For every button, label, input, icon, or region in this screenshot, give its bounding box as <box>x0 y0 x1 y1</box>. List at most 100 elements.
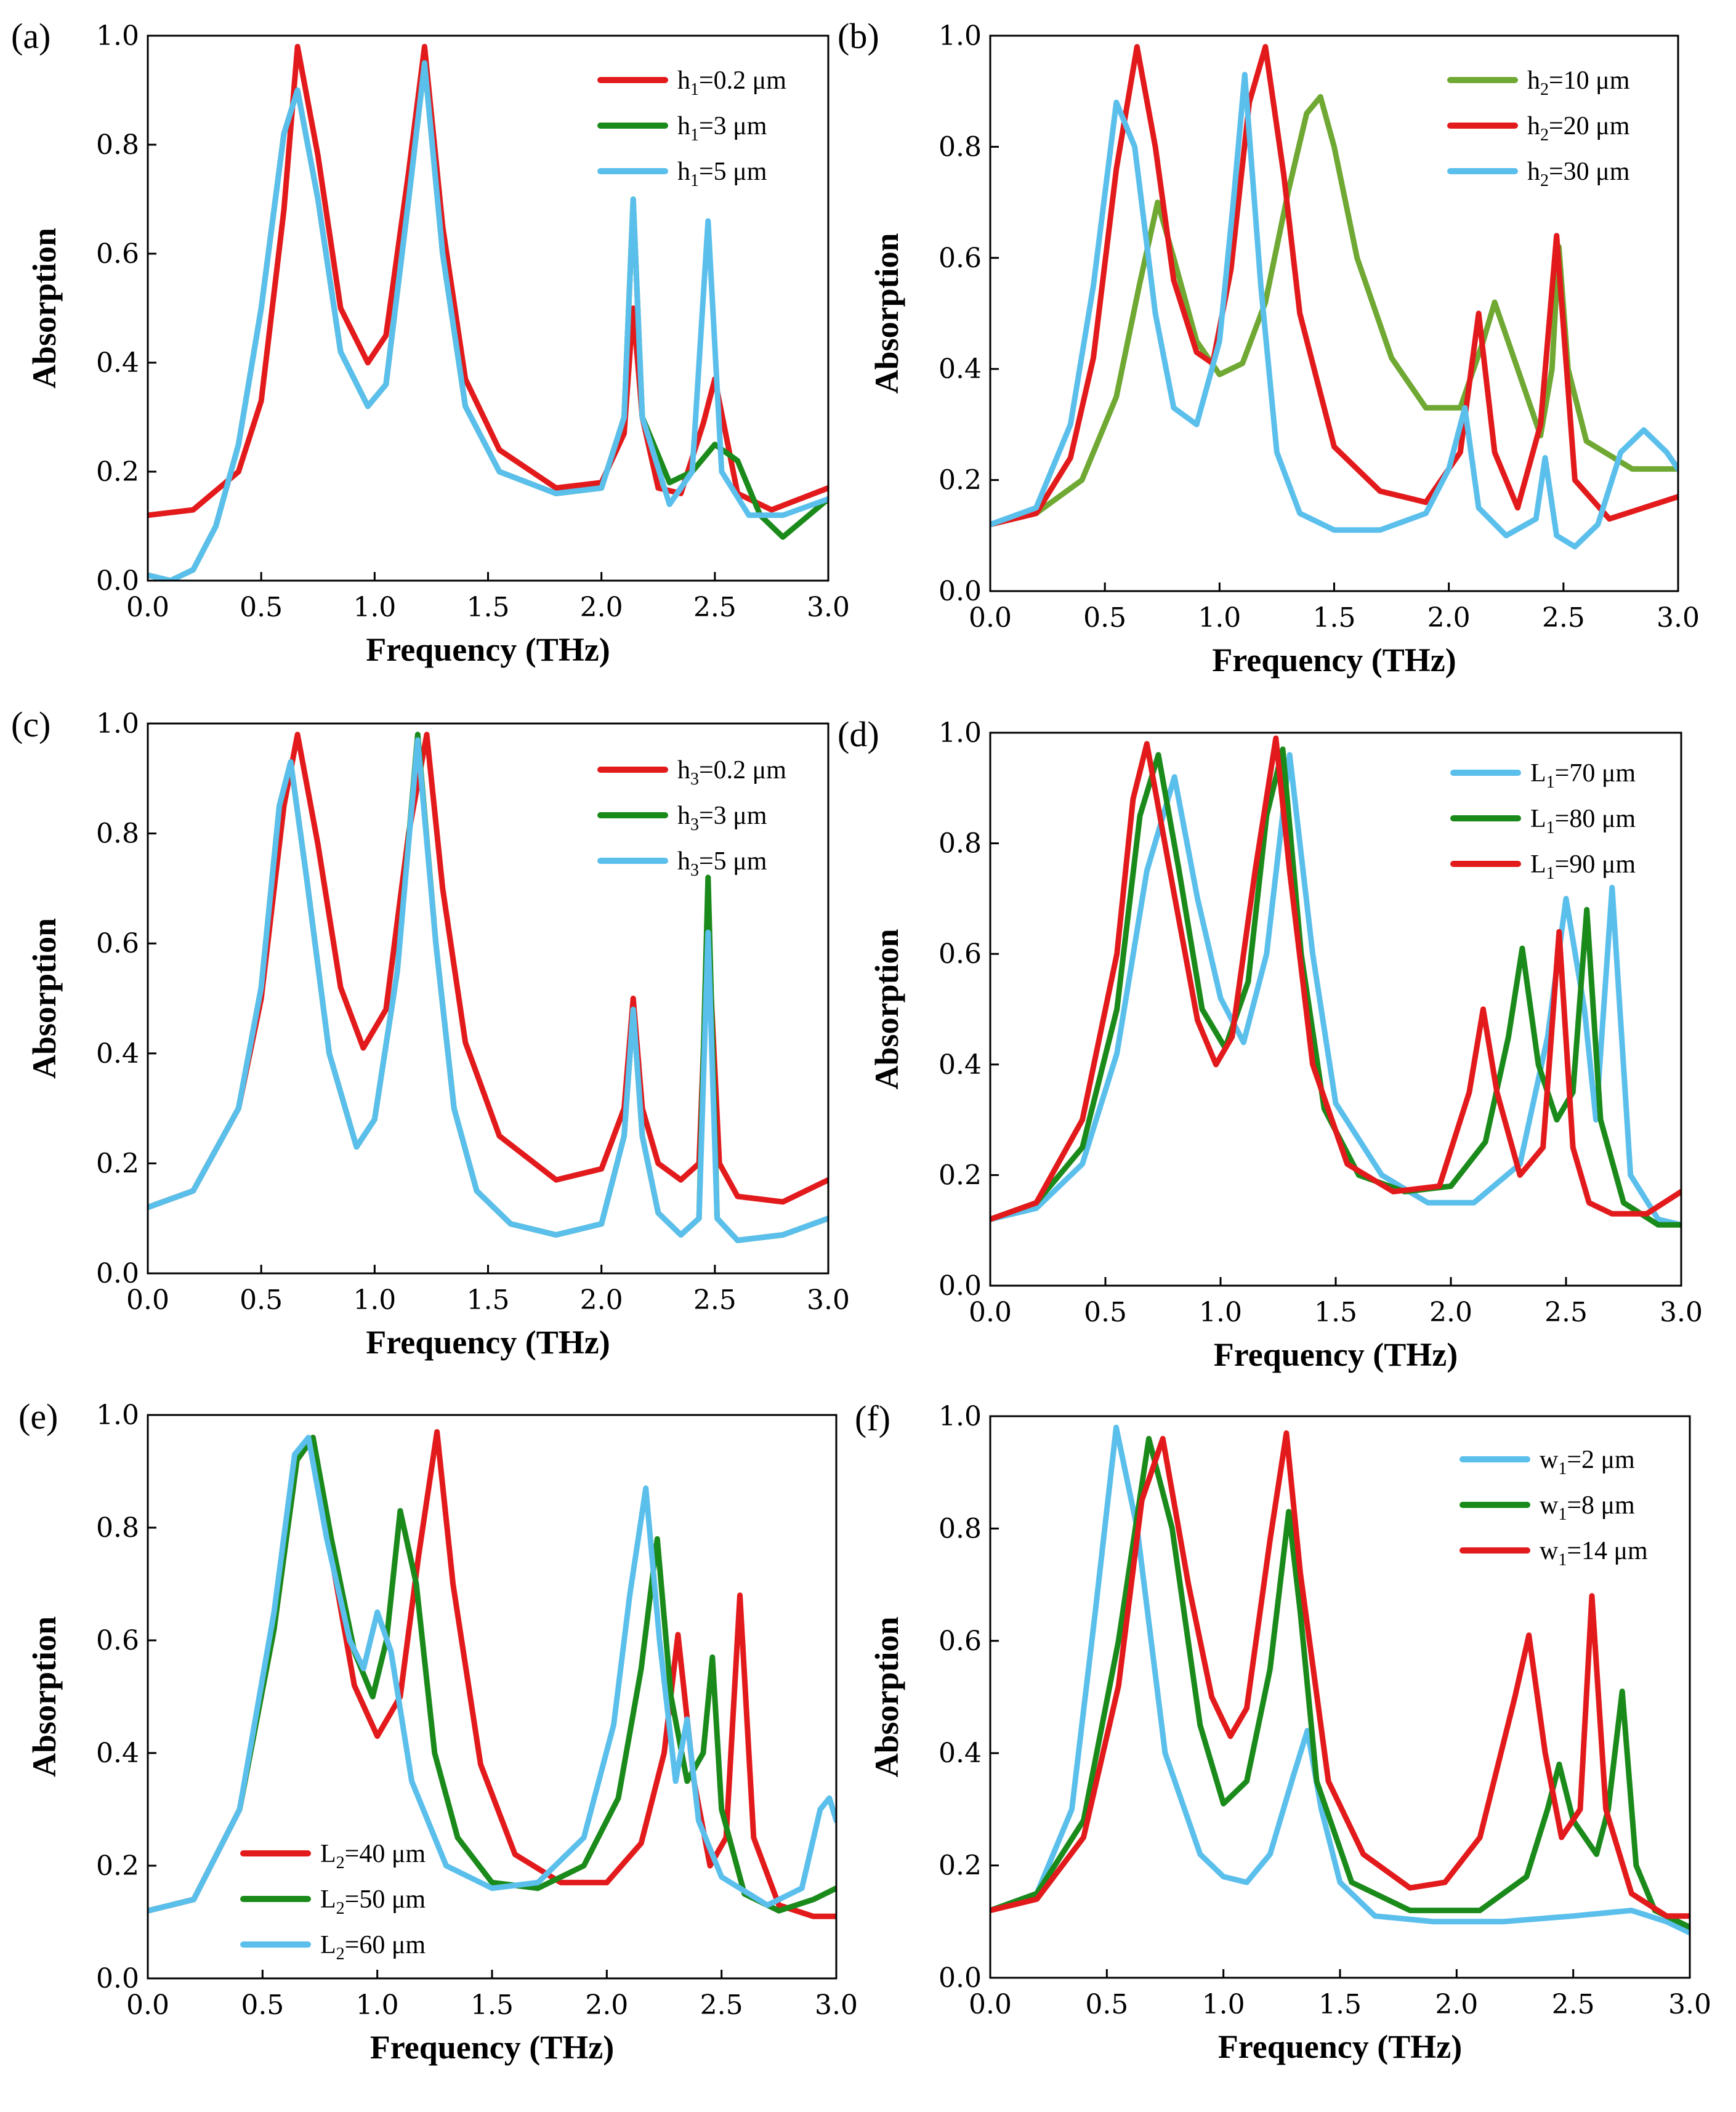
legend-entry: h3=0.2 μm <box>677 756 786 789</box>
x-tick-label: 2.5 <box>1552 1989 1595 2020</box>
y-axis-title: Absorption <box>868 1616 905 1777</box>
series-line-3 <box>990 1430 1690 1919</box>
x-tick-label: 2.5 <box>1544 1297 1588 1328</box>
y-axis-title: Absorption <box>868 929 905 1089</box>
y-tick-label: 1.0 <box>939 20 982 52</box>
y-tick-label: 0.0 <box>96 565 139 597</box>
y-tick-label: 0.8 <box>96 818 139 850</box>
x-tick-label: 3.0 <box>807 592 850 623</box>
x-tick-label: 1.0 <box>353 592 396 623</box>
series-line-2 <box>990 44 1678 528</box>
legend-entry: w1=14 μm <box>1540 1537 1648 1570</box>
panel-c: 0.0 0.5 1.0 1.5 2.0 2.5 3.0 0.0 0.2 0.4 0.6 0.8 1.0 F… <box>11 704 850 1361</box>
panel-label: (c) <box>11 704 50 744</box>
x-tick-label: 2.5 <box>693 592 737 623</box>
x-tick-label: 2.5 <box>693 1284 737 1316</box>
series-group <box>990 735 1681 1228</box>
panel-e: 0.0 0.5 1.0 1.5 2.0 2.5 3.0 0.0 0.2 0.4 0.6 0.8 1.0 F… <box>18 1397 858 2066</box>
legend-entry: L1=70 μm <box>1530 759 1636 792</box>
legend-entry: h3=3 μm <box>677 802 767 834</box>
legend-entry: h2=20 μm <box>1527 112 1630 145</box>
y-tick-label: 0.4 <box>939 1049 982 1081</box>
series-line-1 <box>990 1424 1690 1936</box>
x-tick-label: 0.5 <box>240 1284 283 1316</box>
y-tick-label: 1.0 <box>939 1401 982 1432</box>
x-tick-label: 0.0 <box>126 1284 169 1316</box>
x-tick-label: 0.5 <box>1083 602 1126 634</box>
panel-label: (b) <box>838 16 879 56</box>
x-tick-label: 1.0 <box>353 1284 396 1316</box>
y-axis-title: Absorption <box>26 1616 63 1777</box>
x-tick-label: 2.0 <box>1427 602 1471 634</box>
series-line-2 <box>148 60 828 581</box>
y-tick-label: 1.0 <box>96 20 139 52</box>
legend-entry: L2=40 μm <box>320 1840 426 1872</box>
y-tick-label: 0.0 <box>939 1962 982 1994</box>
x-tick-label: 3.0 <box>807 1284 850 1316</box>
x-axis-title: Frequency (THz) <box>1212 642 1456 679</box>
y-tick-label: 0.8 <box>939 828 982 860</box>
y-tick-label: 0.4 <box>939 1738 982 1769</box>
x-tick-label: 1.0 <box>1199 1297 1242 1328</box>
x-axis-title: Frequency (THz) <box>366 631 610 668</box>
x-tick-label: 2.0 <box>580 592 623 623</box>
y-tick-label: 0.2 <box>939 1159 982 1191</box>
panel-label: (d) <box>838 714 879 754</box>
legend-entry: w1=2 μm <box>1540 1446 1635 1478</box>
y-tick-label: 0.8 <box>96 129 139 161</box>
x-tick-label: 3.0 <box>1660 1297 1703 1328</box>
x-tick-label: 0.0 <box>126 1989 169 2021</box>
y-tick-label: 0.0 <box>96 1258 139 1289</box>
y-tick-label: 0.6 <box>939 243 982 274</box>
x-axis-title: Frequency (THz) <box>1214 1336 1458 1373</box>
y-tick-label: 1.0 <box>939 717 982 749</box>
panel-label: (a) <box>11 16 50 56</box>
series-line-3 <box>148 1435 836 1914</box>
y-tick-label: 0.2 <box>939 465 982 496</box>
x-tick-label: 3.0 <box>1657 602 1700 634</box>
y-tick-label: 1.0 <box>96 708 139 740</box>
y-tick-label: 0.8 <box>96 1512 139 1544</box>
series-line-1 <box>990 752 1681 1228</box>
y-tick-label: 0.4 <box>96 1738 139 1769</box>
x-tick-label: 1.5 <box>1313 602 1356 634</box>
x-tick-label: 0.0 <box>969 602 1012 634</box>
legend: h2=10 μm h2=20 μm h2=30 μm <box>1447 67 1630 190</box>
y-tick-label: 0.2 <box>96 456 139 488</box>
legend: h1=0.2 μm h1=3 μm h1=5 μm <box>597 67 786 190</box>
panel-label: (f) <box>855 1398 890 1438</box>
series-group <box>148 44 828 581</box>
legend-entry: h1=0.2 μm <box>677 67 786 99</box>
legend-entry: L2=50 μm <box>320 1885 426 1918</box>
x-tick-label: 1.5 <box>1314 1297 1357 1328</box>
y-tick-label: 0.0 <box>939 1270 982 1302</box>
y-axis-title: Absorption <box>868 233 905 393</box>
y-tick-label: 1.0 <box>96 1400 139 1431</box>
y-tick-label: 0.2 <box>96 1148 139 1179</box>
x-tick-label: 2.0 <box>585 1989 628 2021</box>
legend-entry: h3=5 μm <box>677 847 767 880</box>
x-tick-label: 1.0 <box>1198 602 1241 634</box>
y-tick-label: 0.6 <box>96 238 139 270</box>
x-tick-label: 0.5 <box>241 1989 284 2021</box>
y-tick-label: 0.4 <box>96 1038 139 1070</box>
x-tick-label: 0.5 <box>240 592 283 623</box>
y-tick-label: 0.4 <box>939 353 982 385</box>
y-tick-label: 0.6 <box>96 928 139 959</box>
x-tick-label: 3.0 <box>815 1989 858 2021</box>
legend-entry: h2=10 μm <box>1527 67 1630 99</box>
y-axis-title: Absorption <box>26 918 63 1079</box>
y-tick-label: 0.4 <box>96 347 139 379</box>
series-line-3 <box>148 737 828 1243</box>
legend-entry: h1=3 μm <box>677 112 767 145</box>
x-tick-label: 0.0 <box>969 1989 1012 2020</box>
x-tick-label: 1.5 <box>467 1284 510 1316</box>
legend-entry: w1=8 μm <box>1540 1491 1635 1524</box>
series-group <box>148 1429 836 1919</box>
legend: L2=40 μm L2=50 μm L2=60 μm <box>240 1840 426 1964</box>
x-tick-label: 2.0 <box>1435 1989 1478 2020</box>
x-tick-label: 2.0 <box>580 1284 623 1316</box>
y-axis-title: Absorption <box>26 228 63 389</box>
legend: w1=2 μm w1=8 μm w1=14 μm <box>1459 1446 1648 1570</box>
series-group <box>990 1424 1690 1936</box>
